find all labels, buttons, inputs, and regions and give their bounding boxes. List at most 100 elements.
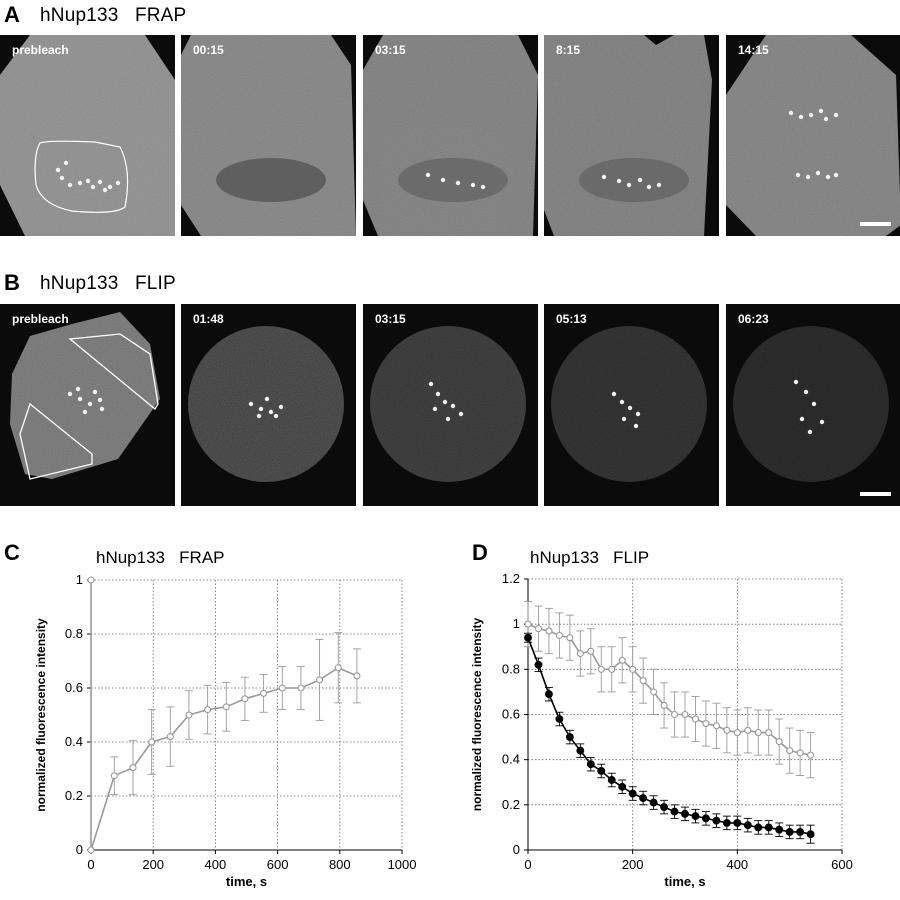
- micrograph-image: [10, 312, 160, 480]
- x-tick-label: 800: [329, 857, 351, 872]
- data-point: [222, 703, 230, 711]
- bright-spot: [616, 178, 622, 184]
- y-tick-label: 0: [76, 842, 83, 857]
- bright-spot: [637, 177, 643, 183]
- micrograph-panelB-1: 01:48: [181, 304, 356, 506]
- data-point: [702, 719, 710, 728]
- micrograph-panelB-0: prebleach: [0, 304, 175, 506]
- bright-spot: [798, 114, 804, 120]
- y-tick-label: 0.4: [502, 752, 520, 767]
- data-point: [129, 764, 137, 772]
- bright-spot: [273, 413, 279, 419]
- data-point: [786, 747, 794, 755]
- noise-texture: [733, 326, 889, 482]
- data-point: [278, 684, 286, 692]
- data-point: [670, 710, 679, 719]
- data-point: [576, 746, 585, 755]
- data-point: [148, 738, 156, 746]
- data-point: [524, 620, 532, 628]
- data-point: [597, 665, 605, 673]
- x-axis-label: time, s: [664, 874, 705, 889]
- bright-spot: [833, 172, 839, 178]
- micrograph-panelB-4: 06:23: [726, 304, 900, 506]
- bright-spot: [256, 413, 262, 419]
- data-point: [701, 814, 710, 823]
- timepoint-label: 03:15: [375, 312, 406, 326]
- data-point: [712, 722, 720, 730]
- data-point: [712, 816, 721, 825]
- timepoint-label: 01:48: [193, 312, 224, 326]
- data-point: [586, 760, 595, 769]
- bright-spot: [59, 175, 65, 181]
- y-tick-label: 1: [76, 572, 83, 587]
- bright-spot: [102, 187, 108, 193]
- flip-image-row: prebleach 01:48 03:15 05:13 06:23: [0, 304, 900, 506]
- x-tick-label: 0: [524, 857, 531, 872]
- timepoint-label: prebleach: [12, 43, 69, 57]
- panel-d-letter: D: [472, 540, 488, 565]
- bright-spot: [63, 160, 69, 166]
- data-point: [544, 690, 553, 699]
- bright-spot: [55, 167, 61, 173]
- micrograph-panelB-2: 03:15: [363, 304, 538, 506]
- data-point: [765, 729, 773, 737]
- data-point: [723, 726, 731, 734]
- series-0: [87, 576, 361, 854]
- bright-spot: [807, 429, 813, 435]
- data-point: [764, 823, 773, 832]
- data-point: [166, 733, 174, 741]
- bleach-roi-outline: [34, 140, 129, 213]
- bright-spot: [793, 379, 799, 385]
- flip-roi-lower: [19, 402, 93, 480]
- bright-spot: [626, 182, 632, 188]
- data-point: [565, 733, 574, 742]
- bleached-region: [579, 158, 689, 202]
- bright-spot: [258, 406, 264, 412]
- timepoint-label: 05:13: [556, 312, 587, 326]
- bright-spot: [795, 172, 801, 178]
- bright-spot: [788, 110, 794, 116]
- y-tick-label: 0.6: [65, 680, 83, 695]
- data-point: [775, 825, 784, 834]
- micrograph-image: [181, 35, 356, 236]
- bright-spot: [428, 381, 434, 387]
- bright-spot: [75, 386, 81, 392]
- data-point: [524, 633, 532, 642]
- panel-a-title: hNup133 FRAP: [40, 5, 187, 26]
- chart-svg: 0 200 400 600 800 1000 0 0.2 0.4 0.6 0.8 1 time, s no…: [34, 572, 416, 889]
- data-point: [534, 660, 543, 669]
- data-point: [534, 625, 543, 633]
- data-point: [260, 689, 268, 697]
- bright-spot: [818, 108, 824, 114]
- micrograph-panelA-3: 8:15: [544, 35, 719, 236]
- data-point: [796, 749, 804, 757]
- bright-spot: [825, 174, 831, 180]
- data-point: [660, 803, 669, 812]
- data-point: [744, 726, 752, 734]
- bright-spot: [77, 396, 83, 402]
- data-point: [87, 576, 95, 584]
- flip-roi-upper: [68, 333, 159, 410]
- data-point: [587, 647, 595, 655]
- frap-recovery-chart: 0 200 400 600 800 1000 0 0.2 0.4 0.6 0.8 1 time, s no…: [0, 570, 440, 895]
- x-tick-label: 0: [87, 857, 94, 872]
- bright-spot: [808, 112, 814, 118]
- x-tick-label: 200: [622, 857, 644, 872]
- noise-texture: [188, 326, 344, 482]
- data-point: [796, 827, 805, 836]
- scale-bar: [860, 222, 891, 226]
- bright-spot: [819, 419, 825, 425]
- data-point: [733, 818, 742, 827]
- micrograph-image: [363, 35, 538, 236]
- data-point: [87, 846, 95, 854]
- bleached-region: [398, 158, 508, 202]
- bright-spot: [799, 416, 805, 422]
- flip-loss-chart: 0 200 400 600 0 0.2 0.4 0.6 0.8 1 1.2 time, s normal…: [440, 570, 900, 895]
- micrograph-image: [726, 35, 900, 236]
- y-tick-label: 0.2: [502, 797, 520, 812]
- bright-spot: [87, 401, 93, 407]
- noise-texture: [181, 35, 356, 236]
- noise-texture: [363, 35, 538, 236]
- data-point: [650, 688, 658, 696]
- bright-spot: [432, 406, 438, 412]
